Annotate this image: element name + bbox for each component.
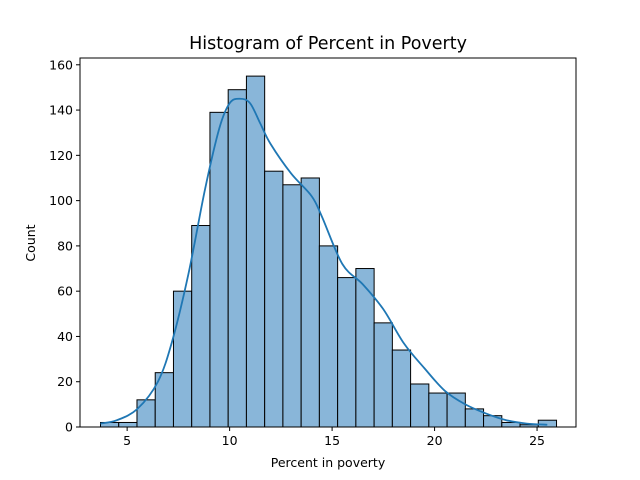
y-tick-label: 120 <box>49 148 73 163</box>
y-tick-label: 20 <box>57 374 73 389</box>
histogram-bar <box>118 421 138 428</box>
histogram-bar <box>136 399 156 428</box>
histogram-bar <box>428 392 448 428</box>
axes-frame <box>79 57 577 428</box>
histogram-bar <box>410 383 430 428</box>
histogram-bar <box>191 225 211 428</box>
y-tick-label: 40 <box>57 329 73 344</box>
histogram-bar <box>172 290 193 428</box>
kde-layer <box>100 97 548 426</box>
histogram-bar <box>391 349 412 428</box>
chart-title: Histogram of Percent in Poverty <box>189 34 467 54</box>
histogram-bar <box>264 170 284 428</box>
histogram-bar <box>209 111 229 428</box>
y-tick-label: 100 <box>49 193 73 208</box>
histogram-bar <box>337 277 357 428</box>
y-ticks: 0 20 40 60 80 100 120 140 160 <box>49 57 80 435</box>
x-tick-label: 25 <box>529 433 545 448</box>
y-axis-label: Count <box>23 224 38 261</box>
y-tick-label: 160 <box>49 57 73 72</box>
x-axis-label: Percent in poverty <box>271 455 386 470</box>
x-tick-label: 20 <box>427 433 443 448</box>
axes-layer <box>79 57 577 428</box>
x-tick-label: 10 <box>222 433 238 448</box>
histogram-bar <box>373 322 393 428</box>
y-tick-label: 80 <box>57 238 73 253</box>
x-tick-label: 15 <box>324 433 340 448</box>
y-tick-label: 140 <box>49 103 73 118</box>
histogram-bar <box>318 245 339 428</box>
histogram-bar <box>282 184 302 428</box>
bars-layer <box>99 75 558 428</box>
histogram-bar <box>355 268 375 428</box>
y-tick-label: 60 <box>57 284 73 299</box>
kde-line <box>100 97 548 426</box>
x-tick-label: 5 <box>123 433 131 448</box>
x-ticks: 5 10 15 20 25 <box>123 427 545 448</box>
histogram-bar <box>300 177 320 428</box>
histogram-bar <box>227 89 247 428</box>
y-tick-label: 0 <box>65 420 73 435</box>
